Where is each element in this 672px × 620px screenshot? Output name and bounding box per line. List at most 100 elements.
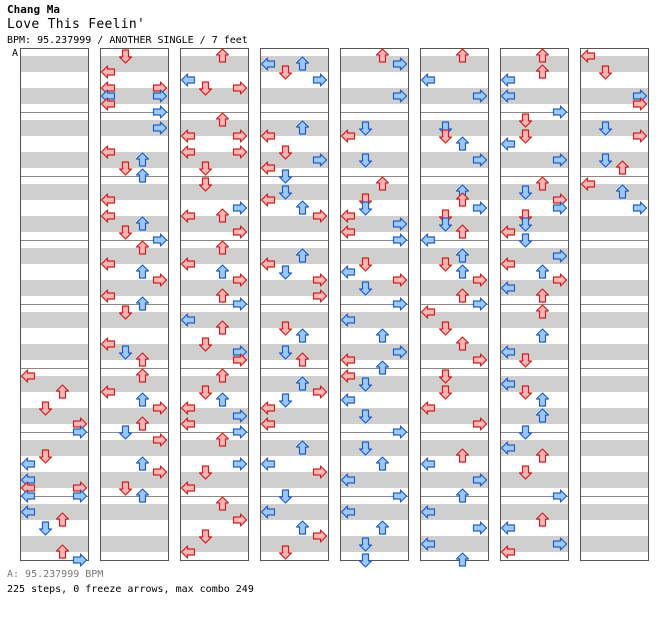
song-title: Love This Feelin' [7, 17, 146, 32]
step-arrow-left-icon [260, 161, 276, 175]
beat-stripe [340, 56, 408, 72]
step-arrow-up-icon [135, 488, 150, 503]
beat-stripe [100, 344, 168, 360]
step-arrow-left-icon [340, 225, 356, 239]
step-arrow-right-icon [392, 425, 408, 439]
beat-stripe [260, 88, 328, 104]
step-arrow-left-icon [260, 457, 276, 471]
step-arrow-up-icon [375, 456, 390, 471]
step-arrow-left-icon [420, 457, 436, 471]
beat-stripe [180, 408, 248, 424]
step-arrow-left-icon [340, 209, 356, 223]
step-arrow-up-icon [615, 160, 630, 175]
step-arrow-down-icon [438, 369, 453, 384]
step-arrow-right-icon [472, 417, 488, 431]
step-arrow-left-icon [420, 233, 436, 247]
beat-stripe [340, 504, 408, 520]
step-arrow-right-icon [632, 129, 648, 143]
step-arrow-left-icon [500, 281, 516, 295]
step-arrow-right-icon [232, 457, 248, 471]
step-arrow-up-icon [295, 352, 310, 367]
beat-stripe [580, 536, 648, 552]
step-arrow-up-icon [375, 360, 390, 375]
step-arrow-left-icon [340, 505, 356, 519]
beat-stripe [260, 56, 328, 72]
step-arrow-right-icon [232, 225, 248, 239]
step-arrow-up-icon [135, 416, 150, 431]
beat-stripe [180, 120, 248, 136]
bpm-summary: A: 95.237999 BPM [7, 569, 104, 580]
beat-stripe [420, 376, 488, 392]
step-arrow-up-icon [215, 48, 230, 63]
step-arrow-down-icon [438, 257, 453, 272]
beat-stripe [420, 152, 488, 168]
step-arrow-left-icon [260, 193, 276, 207]
beat-stripe [260, 376, 328, 392]
beat-stripe [180, 344, 248, 360]
step-arrow-down-icon [278, 489, 293, 504]
step-arrow-up-icon [215, 432, 230, 447]
step-arrow-up-icon [295, 56, 310, 71]
step-arrow-up-icon [215, 392, 230, 407]
step-arrow-down-icon [358, 377, 373, 392]
step-arrow-right-icon [472, 521, 488, 535]
beat-stripe [500, 88, 568, 104]
step-arrow-left-icon [340, 265, 356, 279]
beat-stripe [180, 472, 248, 488]
step-arrow-up-icon [295, 376, 310, 391]
beat-stripe [420, 280, 488, 296]
step-arrow-left-icon [260, 57, 276, 71]
step-arrow-right-icon [312, 209, 328, 223]
beat-stripe [260, 536, 328, 552]
step-arrow-down-icon [518, 353, 533, 368]
beat-stripe [180, 504, 248, 520]
step-arrow-up-icon [295, 440, 310, 455]
step-arrow-up-icon [535, 392, 550, 407]
beat-stripe [100, 472, 168, 488]
step-arrow-left-icon [260, 257, 276, 271]
step-arrow-right-icon [392, 89, 408, 103]
beat-stripe [260, 408, 328, 424]
step-arrow-up-icon [535, 64, 550, 79]
step-arrow-up-icon [535, 176, 550, 191]
step-arrow-down-icon [358, 553, 373, 568]
step-arrow-up-icon [135, 296, 150, 311]
step-arrow-down-icon [278, 345, 293, 360]
step-arrow-left-icon [180, 73, 196, 87]
step-arrow-down-icon [198, 337, 213, 352]
step-arrow-left-icon [100, 209, 116, 223]
beat-stripe [500, 504, 568, 520]
beat-stripe [100, 248, 168, 264]
beat-stripe [580, 408, 648, 424]
beat-stripe [100, 312, 168, 328]
step-arrow-right-icon [232, 513, 248, 527]
step-arrow-left-icon [420, 73, 436, 87]
step-arrow-up-icon [535, 48, 550, 63]
step-arrow-left-icon [420, 305, 436, 319]
step-arrow-left-icon [260, 401, 276, 415]
step-arrow-left-icon [340, 129, 356, 143]
beat-stripe [20, 376, 88, 392]
beat-stripe [100, 216, 168, 232]
step-arrow-right-icon [472, 89, 488, 103]
step-arrow-down-icon [598, 121, 613, 136]
step-arrow-up-icon [295, 328, 310, 343]
step-arrow-down-icon [198, 177, 213, 192]
beat-stripe [20, 152, 88, 168]
beat-stripe [420, 88, 488, 104]
beat-stripe [580, 120, 648, 136]
step-arrow-down-icon [358, 257, 373, 272]
beat-stripe [580, 376, 648, 392]
step-arrow-left-icon [500, 545, 516, 559]
step-arrow-right-icon [472, 297, 488, 311]
beat-stripe [180, 152, 248, 168]
beat-stripe [580, 504, 648, 520]
beat-stripe [180, 88, 248, 104]
step-arrow-up-icon [455, 224, 470, 239]
step-arrow-down-icon [438, 385, 453, 400]
beat-stripe [260, 504, 328, 520]
beat-stripe [100, 536, 168, 552]
step-arrow-left-icon [500, 345, 516, 359]
step-arrow-up-icon [295, 248, 310, 263]
beat-stripe [500, 376, 568, 392]
